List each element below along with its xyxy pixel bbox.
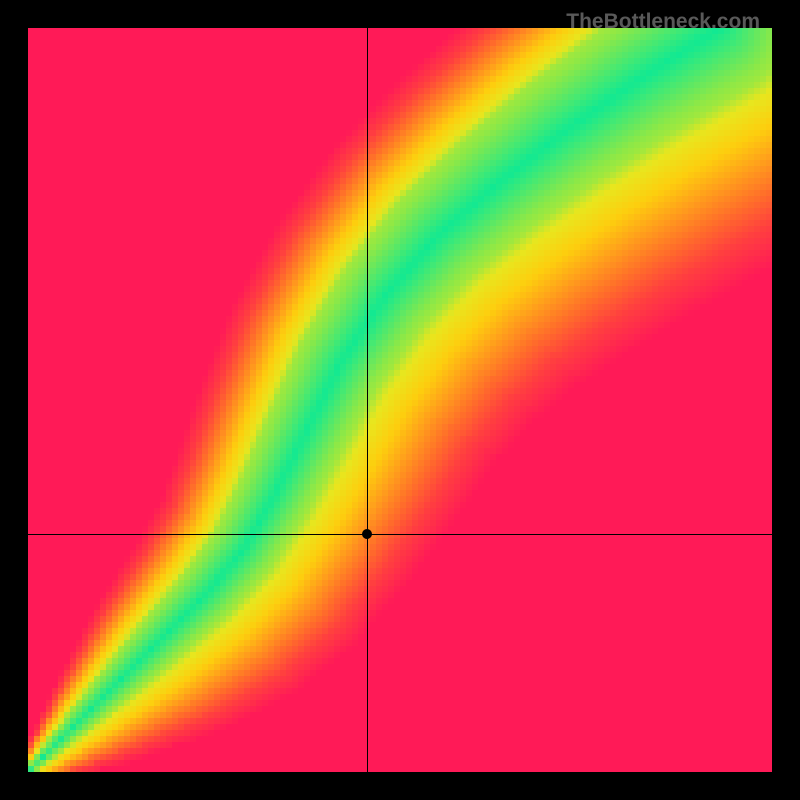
heatmap-canvas — [28, 28, 772, 772]
crosshair-vertical — [367, 28, 368, 772]
crosshair-marker — [362, 529, 372, 539]
watermark-text: TheBottleneck.com — [566, 10, 760, 34]
crosshair-horizontal — [28, 534, 772, 535]
heatmap-chart — [28, 28, 772, 772]
